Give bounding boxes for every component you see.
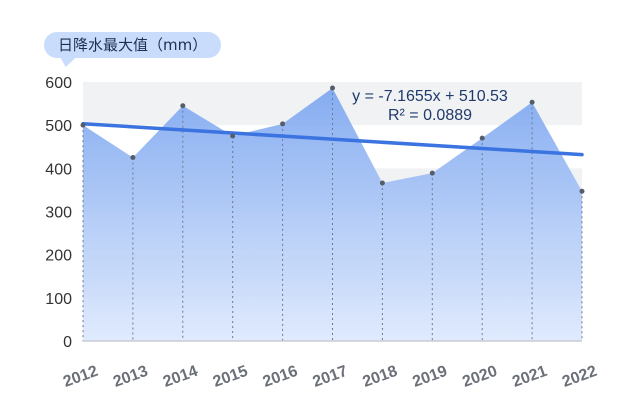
trendline-equation: y = -7.1655x + 510.53 (352, 88, 508, 105)
x-tick-label: 2021 (510, 363, 549, 391)
y-tick-label: 600 (45, 75, 72, 92)
chart-title: 日降水最大值（mm） (44, 32, 222, 58)
x-tick-label: 2019 (410, 363, 449, 391)
data-point (180, 103, 186, 109)
data-point (280, 121, 286, 127)
x-tick-label: 2013 (111, 363, 150, 391)
data-point (379, 180, 385, 186)
x-tick-label: 2012 (61, 363, 100, 391)
data-point (479, 135, 485, 141)
x-tick-label: 2015 (211, 363, 250, 391)
y-tick-label: 300 (45, 205, 72, 222)
data-point (429, 170, 435, 176)
data-point (330, 85, 335, 91)
x-tick-label: 2017 (311, 363, 350, 391)
y-tick-label: 0 (63, 334, 72, 351)
trendline-r2: R² = 0.0889 (388, 107, 472, 124)
y-tick-label: 500 (45, 118, 72, 135)
x-tick-label: 2022 (560, 363, 599, 391)
data-point (579, 188, 585, 194)
trendline (81, 121, 584, 157)
data-point (529, 99, 535, 105)
y-tick-label: 400 (45, 161, 72, 178)
x-tick-label: 2020 (460, 363, 499, 391)
y-tick-label: 200 (45, 248, 72, 265)
x-tick-label: 2018 (361, 363, 400, 391)
data-point (80, 122, 86, 128)
x-tick-label: 2014 (161, 363, 200, 391)
data-point (130, 155, 136, 161)
data-point (230, 133, 236, 139)
y-tick-label: 100 (45, 291, 72, 308)
x-tick-label: 2016 (261, 363, 300, 391)
